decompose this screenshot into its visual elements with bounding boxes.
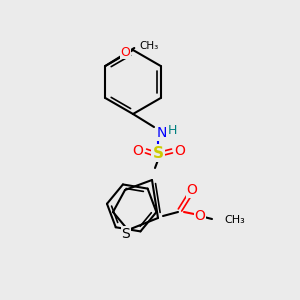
Text: S: S	[122, 227, 130, 241]
Text: O: O	[133, 144, 143, 158]
Text: CH₃: CH₃	[139, 41, 158, 51]
Text: S: S	[152, 146, 164, 160]
Text: N: N	[157, 126, 167, 140]
Text: CH₃: CH₃	[224, 215, 245, 225]
Text: O: O	[175, 144, 185, 158]
Text: O: O	[187, 183, 197, 197]
Text: H: H	[167, 124, 177, 137]
Text: O: O	[120, 46, 130, 59]
Text: O: O	[195, 209, 206, 223]
